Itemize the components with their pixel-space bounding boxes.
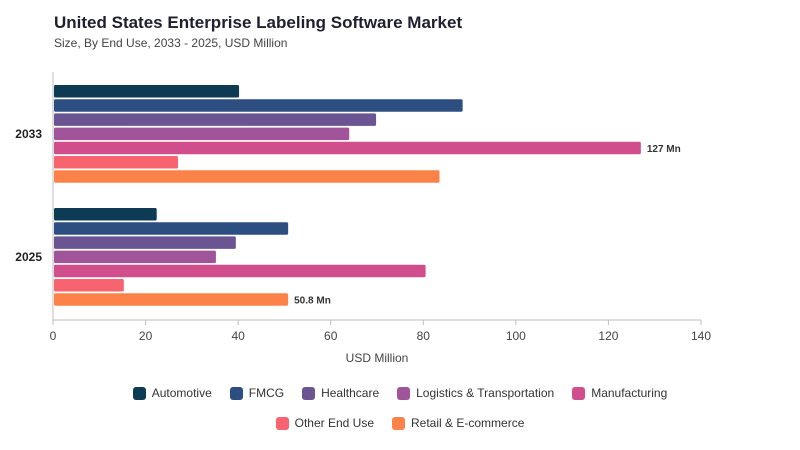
bar [54,156,178,169]
x-tick-label: 60 [324,329,338,343]
legend-swatch [392,416,405,430]
bar [54,293,289,306]
legend-label: Manufacturing [591,386,668,400]
x-tick-label: 20 [139,329,153,343]
bar [54,264,426,278]
legend-label: Healthcare [321,386,380,400]
legend-item: Healthcare [302,386,379,400]
bar [54,141,641,155]
legend-item: Logistics & Transportation [397,386,554,400]
x-axis-label: USD Million [346,351,409,365]
category-label: 2033 [15,127,42,141]
bar [54,170,440,183]
bar [54,127,350,141]
legend-swatch [572,386,586,400]
legend-label: Automotive [151,386,212,400]
legend-item: Retail & E-commerce [392,416,524,430]
chart-subtitle: Size, By End Use, 2033 - 2025, USD Milli… [54,36,288,50]
legend-item: FMCG [229,386,285,400]
legend-swatch [132,386,146,400]
category-label: 2025 [15,250,42,264]
bar [54,250,216,264]
bar [54,236,236,249]
bar [54,113,377,126]
chart-title: United States Enterprise Labeling Softwa… [54,13,463,32]
x-tick-label: 80 [417,329,431,343]
legend-label: Logistics & Transportation [416,386,555,400]
bar [54,208,157,221]
bar [54,85,240,98]
x-tick-label: 120 [598,329,618,343]
legend-item: Automotive [132,386,212,400]
legend-swatch [275,416,289,430]
legend-swatch [397,386,411,400]
legend-item: Other End Use [275,416,374,430]
data-label: 127 Mn [647,144,681,155]
x-tick-label: 140 [691,329,711,343]
x-tick-label: 100 [506,329,526,343]
legend-item: Manufacturing [572,386,667,400]
data-label: 50.8 Mn [294,295,331,306]
bar [54,99,463,112]
x-tick-label: 40 [231,329,245,343]
legend-swatch [302,386,316,400]
legend-swatch [229,386,243,400]
x-tick-label: 0 [50,329,57,343]
legend-label: FMCG [248,386,285,400]
legend-row: Other End Use Retail & E-commerce [0,416,800,430]
legend-row: Automotive FMCG Healthcare Logistics & Tran… [0,386,800,400]
bar [54,279,124,292]
legend-label: Retail & E-commerce [411,416,525,430]
legend-label: Other End Use [294,416,374,430]
bar [54,222,289,235]
